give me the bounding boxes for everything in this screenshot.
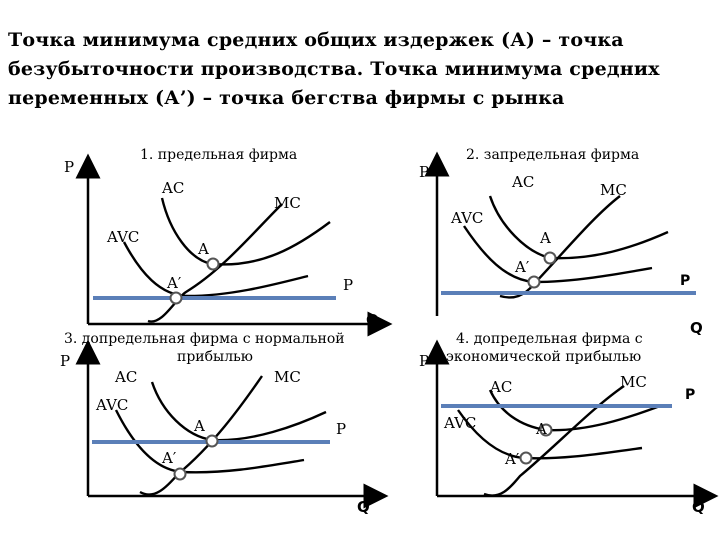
price-label: P (336, 420, 346, 438)
panel-caption-line-2: прибылью (177, 349, 253, 365)
avc-label: AVC (443, 414, 476, 432)
q-axis-label: Q (366, 311, 379, 329)
avc-label: AVC (95, 396, 128, 414)
mc-curve (483, 385, 625, 497)
q-axis-label: Q (692, 498, 705, 516)
point-a-prime (173, 467, 187, 481)
mc-label: MC (274, 368, 301, 386)
price-label: P (685, 387, 695, 403)
a-prime-label: A′ (504, 450, 520, 468)
ac-curve (488, 195, 669, 260)
point-a-prime (169, 291, 183, 305)
mc-label: MC (620, 373, 647, 391)
panel-1: 1. предельная фирма P Q AC MC AVC A A′ P (64, 147, 393, 337)
point-a (206, 257, 220, 271)
page-title: Точка минимума средних общих издержек (А… (8, 26, 712, 113)
ac-label: AC (114, 368, 137, 386)
mc-label: MC (274, 194, 301, 212)
ac-label: AC (161, 179, 184, 197)
title-line-3: переменных (А’) – точка бегства фирмы с … (8, 87, 565, 109)
a-label: A (535, 420, 547, 438)
price-label: P (680, 273, 690, 289)
q-axis-label-top: Q (690, 319, 703, 337)
a-label: A (197, 240, 209, 258)
point-a (539, 423, 553, 437)
mc-label: MC (600, 181, 627, 199)
a-prime-label: A′ (166, 274, 182, 292)
panel-caption: 2. запредельная фирма (466, 147, 639, 163)
panel-caption-line-2: экономической прибылью (446, 349, 641, 365)
a-prime-label: A′ (514, 258, 530, 276)
p-axis-label: P (64, 158, 74, 176)
point-a (543, 251, 557, 265)
ac-curve (150, 381, 327, 442)
point-a (205, 434, 219, 448)
ac-curve (160, 197, 331, 266)
panel-4: 4. допредельная фирма с экономической пр… (419, 319, 719, 516)
panel-3: 3. допредельная фирма с нормальной прибы… (60, 331, 389, 516)
ac-label: AC (511, 173, 534, 191)
mc-curve (147, 203, 283, 323)
panel-2: 2. запредельная фирма P AC MC AVC A A′ P (419, 147, 696, 316)
avc-label: AVC (106, 228, 139, 246)
panel-caption: 3. допредельная фирма с нормальной (64, 331, 345, 347)
panel-caption: 4. допредельная фирма с (456, 331, 643, 347)
q-axis-label: Q (357, 498, 370, 516)
avc-curve (463, 225, 653, 284)
title-line-1: Точка минимума средних общих издержек (А… (8, 29, 624, 51)
mc-curve (499, 195, 621, 299)
panel-caption: 1. предельная фирма (140, 147, 297, 163)
title-line-2: безубыточности производства. Точка миним… (8, 58, 660, 80)
price-label: P (343, 276, 353, 294)
p-axis-label: P (60, 352, 70, 370)
point-a-prime (527, 275, 541, 289)
avc-label: AVC (450, 209, 483, 227)
ac-label: AC (489, 378, 512, 396)
a-label: A (539, 229, 551, 247)
p-axis-label: P (419, 352, 429, 370)
point-a-prime (519, 451, 533, 465)
p-axis-label: P (419, 163, 429, 181)
a-label: A (193, 417, 205, 435)
a-prime-label: A′ (161, 449, 177, 467)
avc-curve (122, 241, 309, 298)
mc-curve (139, 375, 263, 496)
ac-curve (488, 389, 661, 432)
